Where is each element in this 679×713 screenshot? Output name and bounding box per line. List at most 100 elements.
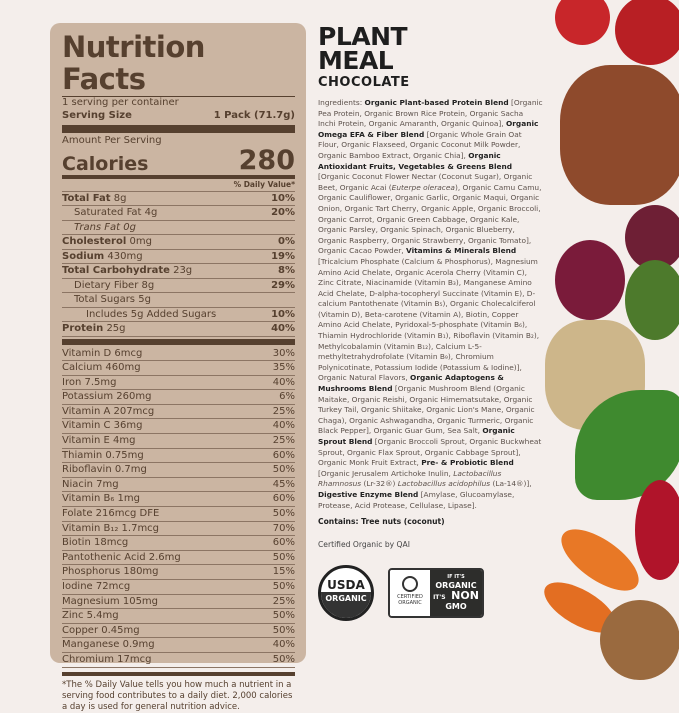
vitamin-name: Riboflavin 0.7mg <box>62 464 147 476</box>
nutrition-facts-panel: Nutrition Facts 1 serving per container … <box>50 23 306 712</box>
gmo-text-4: NON <box>451 589 479 603</box>
nutrient-amount: 430mg <box>107 250 143 262</box>
vitamin-dv: 30% <box>272 347 295 359</box>
ingredient-segment: [Tricalcium Phosphate (Calcium & Phospho… <box>318 256 540 383</box>
vitamin-name: Vitamin B₁₂ 1.7mcg <box>62 522 160 534</box>
vitamin-dv: 50% <box>272 508 295 520</box>
vitamin-name: Folate 216mcg DFE <box>62 508 160 520</box>
calories-label: Calories <box>62 152 149 175</box>
nutrient-dv: 29% <box>271 279 295 291</box>
vitamin-row: Riboflavin 0.7mg 50% <box>62 463 295 478</box>
nutrient-amount: 25g <box>106 323 126 334</box>
product-flavor: CHOCOLATE <box>318 75 410 90</box>
nutrient-row: Saturated Fat 4g 20% <box>62 206 295 221</box>
nutrient-row: Total Carbohydrate 23g 8% <box>62 264 295 279</box>
nutrient-dv: 8% <box>278 265 295 276</box>
gmo-text-3: IT'S <box>433 594 446 602</box>
nutrient-row: Protein 25g 40% <box>62 322 295 337</box>
vitamin-dv: 40% <box>272 376 295 388</box>
vitamin-name: Niacin 7mg <box>62 478 119 490</box>
vitamin-name: Potassium 260mg <box>62 391 152 403</box>
vitamin-name: Magnesium 105mg <box>62 595 159 607</box>
vitamin-row: Magnesium 105mg 25% <box>62 595 295 610</box>
serving-size-label: Serving Size <box>62 110 132 121</box>
gmo-text-1: IF IT'S <box>447 574 465 581</box>
vitamin-row: Manganese 0.9mg 40% <box>62 638 295 653</box>
vitamin-dv: 70% <box>272 522 295 534</box>
vitamin-dv: 50% <box>272 581 295 592</box>
vitamin-row: Vitamin B₁₂ 1.7mcg 70% <box>62 522 295 537</box>
ingredient-segment: [Organic Whole Grain Oat Flour, Organic … <box>318 129 522 160</box>
vitamin-row: Vitamin E 4mg 25% <box>62 434 295 449</box>
vitamin-dv: 50% <box>272 653 295 665</box>
ingredient-segment: [Organic Mushroom Blend (Organic Maitake… <box>318 384 535 436</box>
nutrient-name: Total Carbohydrate <box>62 265 170 276</box>
product-name-line1: PLANT <box>318 22 408 51</box>
ingredient-segment: Organic Adaptogens & Mushrooms Blend <box>318 373 504 394</box>
vitamin-row: Pantothenic Acid 2.6mg 50% <box>62 551 295 566</box>
vitamin-dv: 25% <box>272 405 295 417</box>
vitamin-row: Potassium 260mg 6% <box>62 390 295 405</box>
ingredient-segment: Pre- & Probiotic Blend <box>421 458 514 468</box>
divider <box>62 338 295 345</box>
vitamin-row: Vitamin B₆ 1mg 60% <box>62 492 295 508</box>
ingredient-segment: [Amylase, Glucoamylase, Protease, Acid P… <box>318 489 515 510</box>
nutrient-name: Protein <box>62 323 104 334</box>
ingredient-segment: [Organic Coconut Flower Nectar (Coconut … <box>318 172 533 192</box>
ingredient-segment: Vitamins & Minerals Blend <box>405 246 517 256</box>
vitamin-row: Vitamin C 36mg 40% <box>62 419 295 435</box>
broccoli-image <box>625 260 679 340</box>
ingredient-segment: ), Organic Camu Camu, Organic Cauliflowe… <box>318 182 542 256</box>
ingredient-segment: [Organic Broccoli Sprout, Organic Buckwh… <box>318 437 542 468</box>
ingredient-segment: Organic Plant-based Protein Blend <box>364 98 509 107</box>
daily-value-header: % Daily Value* <box>62 179 295 192</box>
beet-image <box>555 240 625 320</box>
nutrient-name: Includes 5g Added Sugars <box>86 308 217 320</box>
vitamin-row: Iodine 72mcg 50% <box>62 580 295 595</box>
ingredients-text: Ingredients: Organic Plant-based Protein… <box>318 98 543 511</box>
non-gmo-badge: CERTIFIED ORGANIC IF IT'S ORGANIC IT'S N… <box>388 568 484 619</box>
nutrient-name: Saturated Fat <box>74 207 142 218</box>
nutrient-dv: 10% <box>271 308 295 320</box>
allergen-statement: Contains: Tree nuts (coconut) <box>318 517 445 527</box>
walnut-image <box>600 600 679 680</box>
ingredient-segment: Organic Omega EFA & Fiber Blend <box>318 119 539 139</box>
ingredient-segment: (La-14®)], <box>490 479 532 489</box>
beet-image <box>625 205 679 270</box>
vitamin-name: Biotin 18mcg <box>62 537 129 549</box>
vitamin-row: Vitamin A 207mcg 25% <box>62 405 295 420</box>
vitamin-row: Niacin 7mg 45% <box>62 478 295 493</box>
nutrient-dv: 19% <box>271 250 295 262</box>
ingredient-segment: [Organic Pea Protein, Organic Brown Rice… <box>318 98 543 129</box>
vitamin-name: Chromium 17mcg <box>62 653 152 665</box>
nutrient-name: Trans Fat <box>74 221 121 233</box>
vitamin-name: Vitamin B₆ 1mg <box>62 493 140 505</box>
divider <box>62 124 295 133</box>
vitamin-row: Iron 7.5mg 40% <box>62 376 295 391</box>
certified-organic-text: ORGANIC <box>398 600 422 607</box>
vitamin-name: Phosphorus 180mg <box>62 566 159 578</box>
cranberry-image <box>635 480 679 580</box>
vitamin-dv: 25% <box>272 435 295 447</box>
globe-icon <box>402 576 418 593</box>
ingredient-segment: Organic Antioxidant Fruits, Vegetables &… <box>318 150 513 171</box>
vitamin-name: Iron 7.5mg <box>62 376 117 388</box>
gmo-text-2: ORGANIC <box>435 580 477 590</box>
footnote: *The % Daily Value tells you how much a … <box>62 671 295 713</box>
vitamin-row: Folate 216mcg DFE 50% <box>62 507 295 522</box>
vitamin-row: Chromium 17mcg 50% <box>62 653 295 668</box>
vitamin-dv: 50% <box>272 610 295 622</box>
ingredient-segment: [Organic Jerusalem Artichoke Inulin, <box>318 468 454 478</box>
certified-text: CERTIFIED <box>397 594 423 601</box>
vitamin-dv: 50% <box>272 551 295 563</box>
strawberry-image <box>555 0 610 45</box>
vitamin-dv: 50% <box>272 464 295 476</box>
vitamin-dv: 25% <box>272 595 295 607</box>
vitamin-dv: 60% <box>272 449 295 461</box>
vitamin-name: Thiamin 0.75mg <box>62 449 144 461</box>
organic-text: ORGANIC <box>321 592 371 619</box>
nutrient-name: Dietary Fiber <box>74 279 139 291</box>
nutrient-name: Cholesterol <box>62 236 127 247</box>
vitamin-dv: 60% <box>272 537 295 549</box>
nutrient-amount: 8g <box>113 192 127 204</box>
